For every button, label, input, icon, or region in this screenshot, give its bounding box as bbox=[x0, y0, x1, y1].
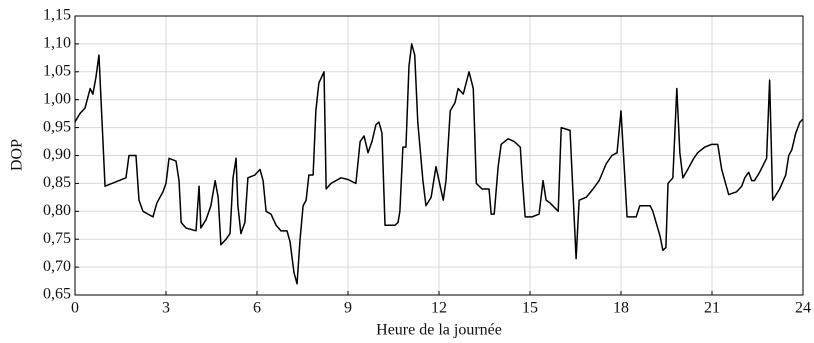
y-axis-label: DOP bbox=[9, 139, 26, 171]
plot-frame bbox=[74, 15, 804, 296]
y-tick-label: 0,95 bbox=[43, 118, 71, 135]
x-tick-label: 6 bbox=[253, 300, 261, 317]
x-tick-label: 24 bbox=[795, 300, 811, 317]
y-tick-label: 0,80 bbox=[43, 202, 71, 219]
x-tick-label: 15 bbox=[522, 300, 538, 317]
x-tick-label: 9 bbox=[344, 300, 352, 317]
x-tick-label: 21 bbox=[704, 300, 720, 317]
x-tick-label: 3 bbox=[162, 300, 170, 317]
y-tick-label: 0,85 bbox=[43, 174, 71, 191]
y-tick-label: 0,75 bbox=[43, 230, 71, 247]
y-tick-label: 1,05 bbox=[43, 62, 71, 79]
x-tick-label: 0 bbox=[71, 300, 79, 317]
data-line bbox=[74, 43, 804, 285]
x-tick-label: 12 bbox=[431, 300, 447, 317]
x-axis-label: Heure de la journée bbox=[376, 322, 502, 339]
y-tick-label: 0,70 bbox=[43, 258, 71, 275]
x-tick-label: 18 bbox=[613, 300, 629, 317]
y-tick-label: 1,15 bbox=[43, 7, 71, 24]
y-tick-label: 1,00 bbox=[43, 90, 71, 107]
y-tick-label: 1,10 bbox=[43, 35, 71, 52]
y-tick-label: 0,65 bbox=[43, 286, 71, 303]
y-tick-label: 0,90 bbox=[43, 146, 71, 163]
